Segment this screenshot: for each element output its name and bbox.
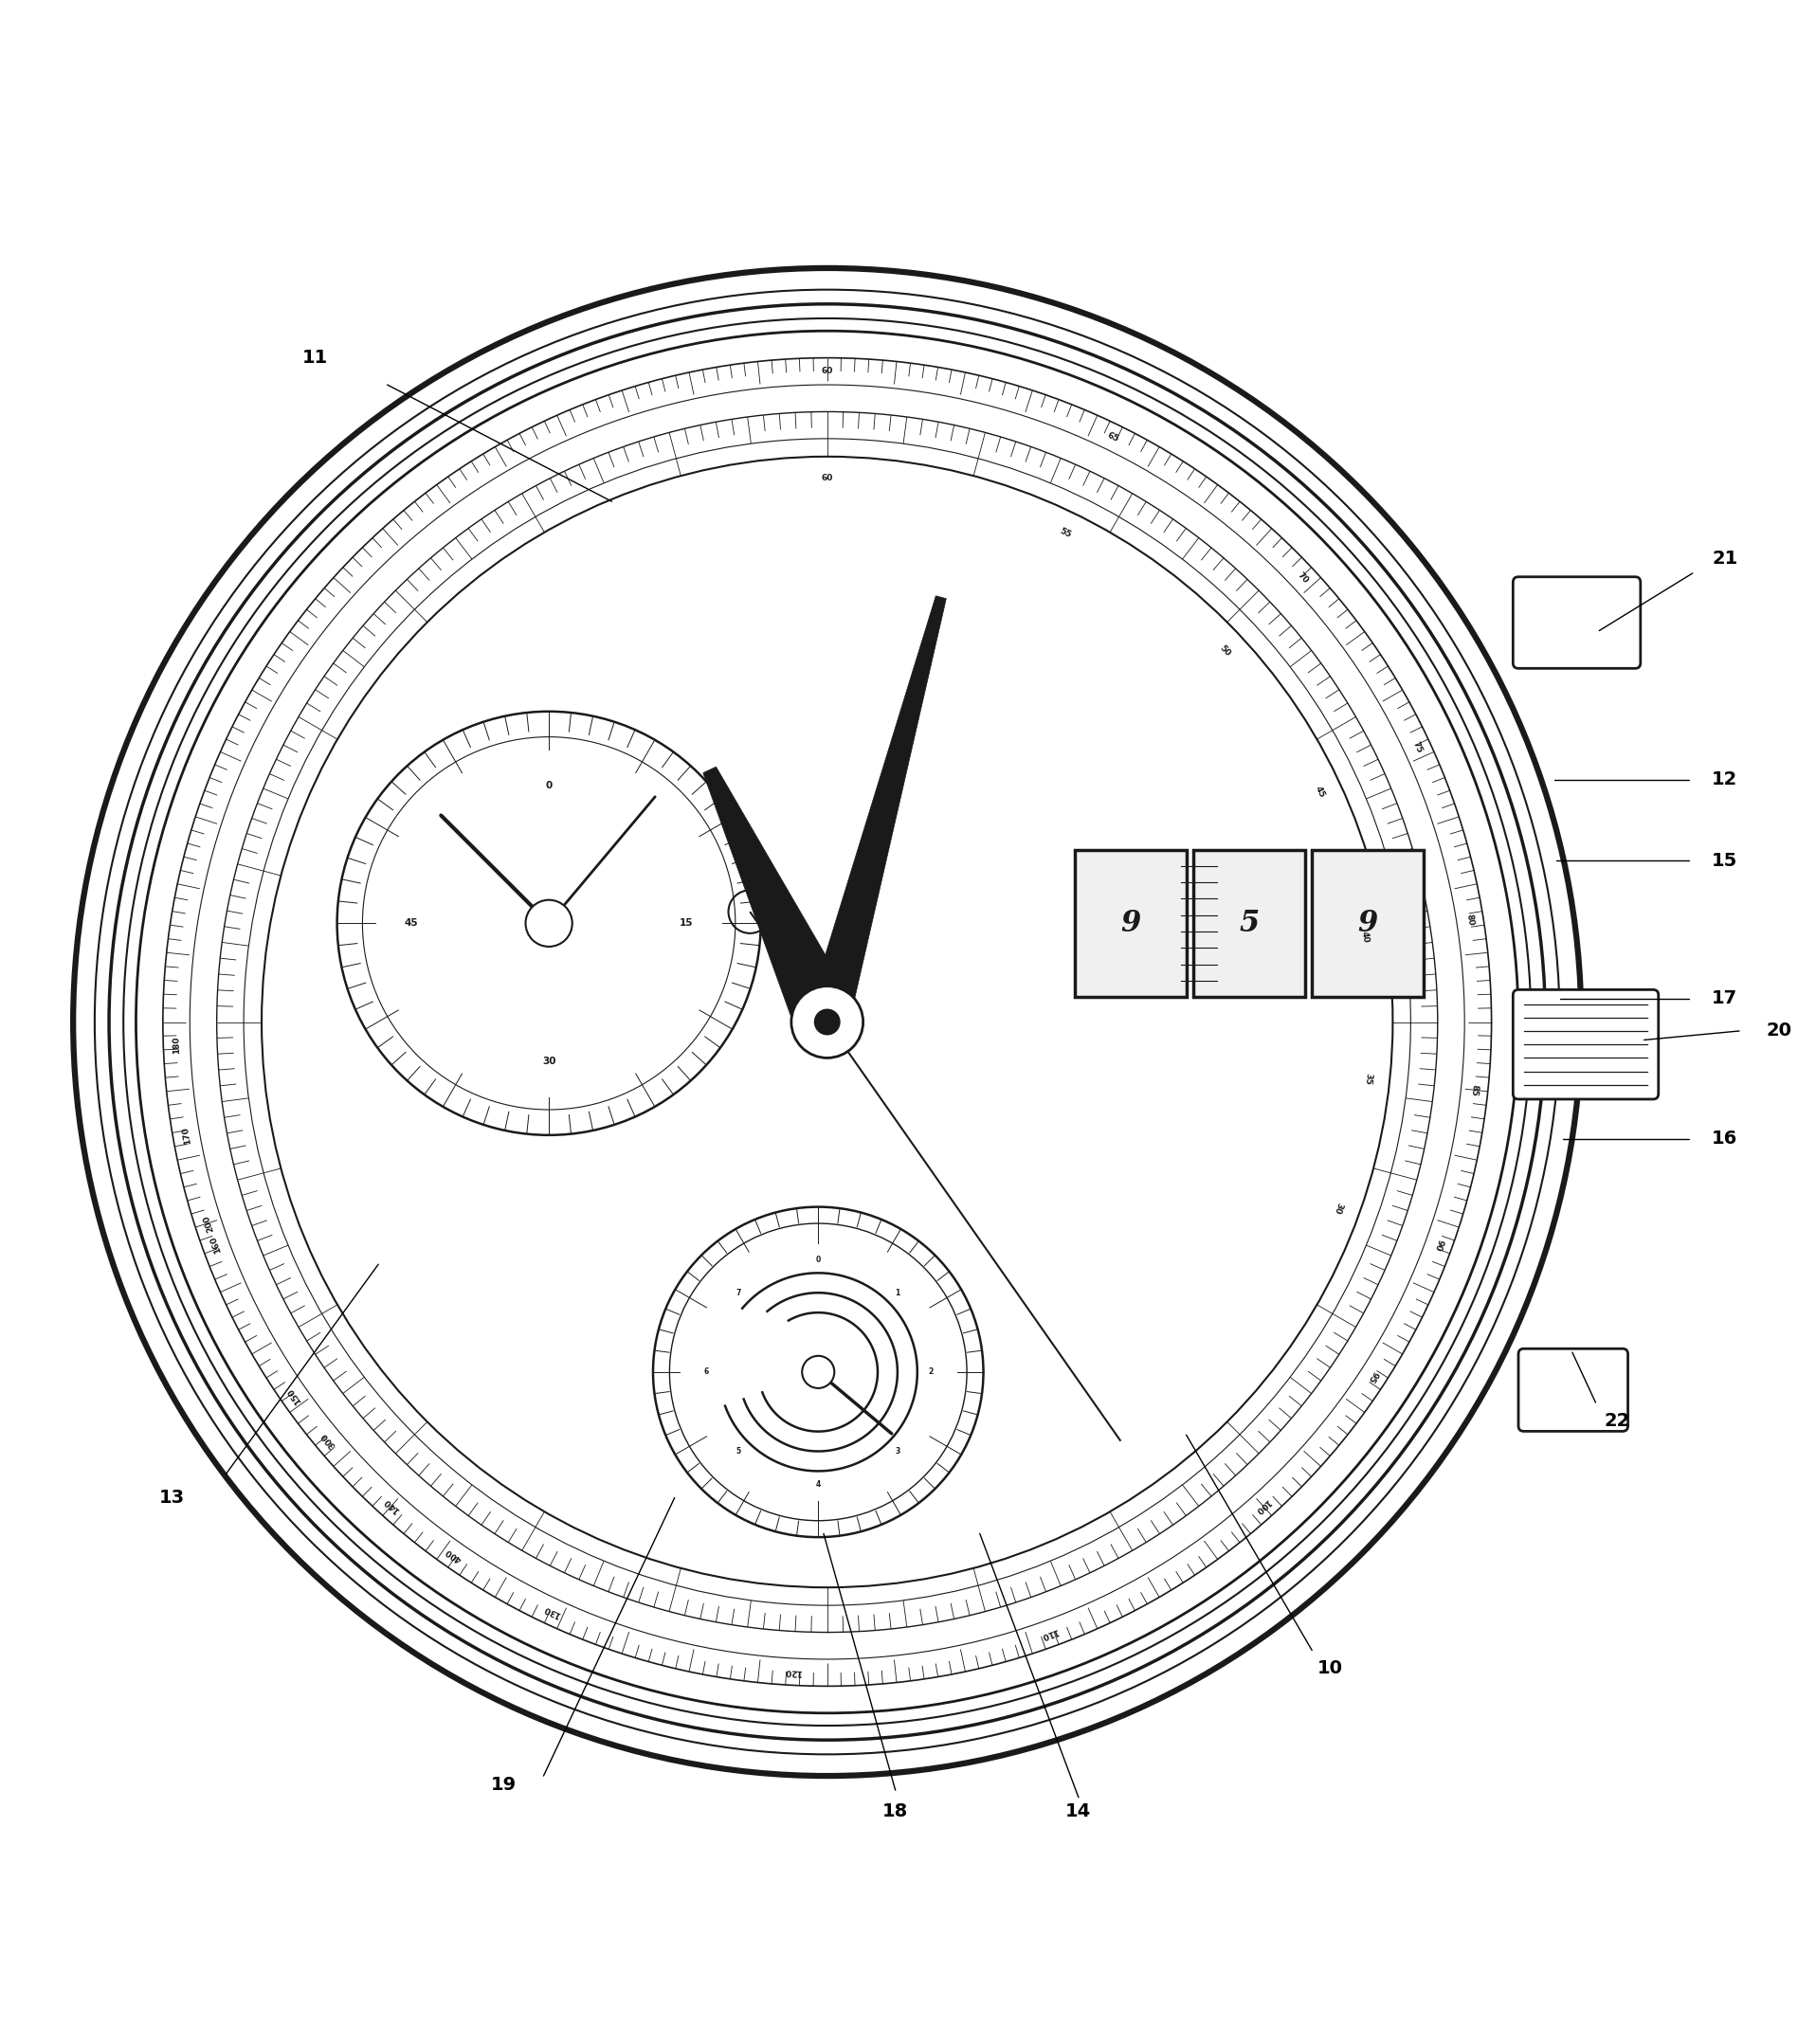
Text: 45: 45 [1314,785,1327,799]
Text: 30: 30 [541,1057,556,1065]
Text: 90: 90 [1433,1237,1446,1251]
Text: 17: 17 [1712,989,1737,1008]
Text: 19: 19 [491,1776,516,1795]
Text: 12: 12 [1712,771,1739,789]
Text: 300: 300 [320,1431,338,1449]
FancyBboxPatch shape [1075,850,1187,997]
Text: 95: 95 [1366,1369,1379,1384]
Text: 5: 5 [737,1447,741,1455]
Text: 22: 22 [1604,1412,1631,1429]
Circle shape [814,1010,840,1034]
Text: 50: 50 [1217,644,1232,658]
Text: 14: 14 [1066,1803,1091,1821]
FancyBboxPatch shape [1194,850,1305,997]
Polygon shape [806,595,946,1028]
Text: 2: 2 [928,1367,933,1376]
Text: 40: 40 [1359,930,1370,944]
Text: 7: 7 [735,1288,741,1296]
Text: 150: 150 [286,1386,302,1404]
Text: 110: 110 [1039,1627,1059,1641]
FancyBboxPatch shape [1512,989,1658,1100]
Text: 80: 80 [1465,914,1474,926]
Text: 65: 65 [1106,431,1120,444]
Circle shape [525,899,572,946]
Text: 400: 400 [444,1547,464,1564]
Text: 9: 9 [1357,910,1377,938]
Polygon shape [703,766,856,1036]
Text: 170: 170 [180,1126,192,1145]
Text: 120: 120 [784,1668,802,1676]
Text: 130: 130 [543,1605,563,1619]
Circle shape [137,331,1518,1713]
Text: 1: 1 [895,1288,901,1296]
Text: 20: 20 [1766,1022,1791,1040]
FancyBboxPatch shape [1313,850,1424,997]
Text: 21: 21 [1712,550,1739,568]
Circle shape [802,1355,834,1388]
Text: 70: 70 [1296,570,1311,585]
Text: 85: 85 [1469,1083,1480,1096]
Text: 15: 15 [1712,852,1739,869]
Text: 3: 3 [895,1447,901,1455]
Text: 0: 0 [545,781,552,791]
Text: 200: 200 [201,1214,216,1233]
Text: 18: 18 [883,1803,908,1821]
Text: 140: 140 [383,1496,401,1515]
Text: 10: 10 [1318,1660,1343,1678]
Text: 11: 11 [302,350,329,366]
Text: 15: 15 [680,918,694,928]
Text: 16: 16 [1712,1130,1739,1147]
Text: 45: 45 [405,918,419,928]
Text: 60: 60 [822,474,832,482]
Text: 180: 180 [173,1036,182,1053]
Text: 4: 4 [816,1480,820,1488]
Text: 30: 30 [1332,1202,1345,1214]
Text: 35: 35 [1363,1073,1374,1085]
Text: 0: 0 [816,1255,820,1263]
Text: 55: 55 [1059,527,1073,540]
Text: 5: 5 [1239,910,1259,938]
Text: 100: 100 [1253,1496,1271,1515]
Text: 6: 6 [703,1367,708,1376]
FancyBboxPatch shape [1512,576,1640,668]
Text: 60: 60 [822,368,832,376]
Circle shape [791,985,863,1059]
Text: 13: 13 [158,1488,185,1506]
FancyBboxPatch shape [1518,1349,1627,1431]
Text: 160: 160 [209,1235,223,1255]
Text: 9: 9 [1120,910,1140,938]
Text: 75: 75 [1411,740,1424,754]
